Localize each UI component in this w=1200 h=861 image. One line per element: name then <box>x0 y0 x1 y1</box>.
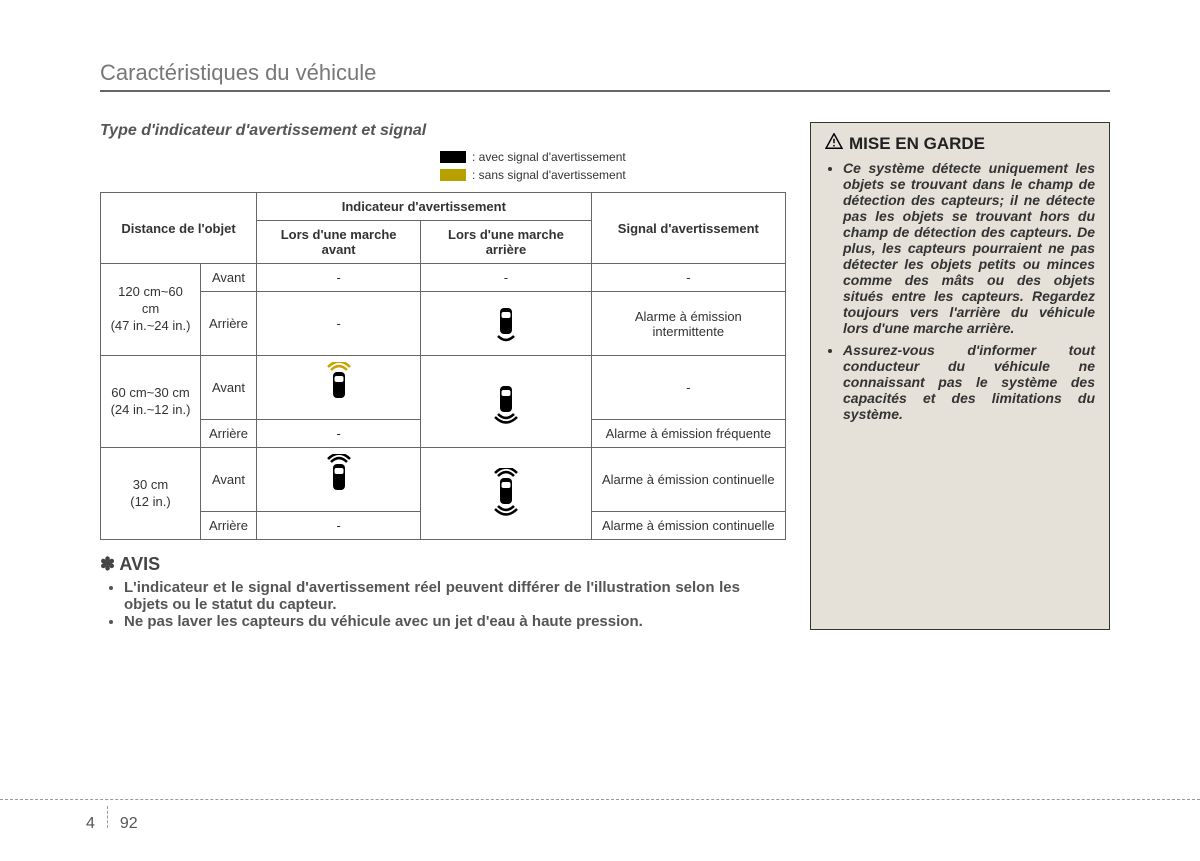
cell-rear-rev <box>421 292 591 356</box>
table-body: 120 cm~60 cm(47 in.~24 in.)Avant---Arriè… <box>101 264 786 540</box>
cell-rear-sig: Alarme à émission continuelle <box>591 512 785 540</box>
page-footer: 4 92 <box>0 799 1200 833</box>
cell-rear-fwd: - <box>257 512 421 540</box>
cell-rear-sig: Alarme à émission fréquente <box>591 420 785 448</box>
warning-table: Distance de l'objet Indicateur d'avertis… <box>100 192 786 540</box>
cell-front-fwd <box>257 448 421 512</box>
avis-item: L'indicateur et le signal d'avertissemen… <box>124 579 740 613</box>
distance-cell: 120 cm~60 cm(47 in.~24 in.) <box>101 264 201 356</box>
th-forward: Lors d'une marche avant <box>257 221 421 264</box>
legend-item-without: : sans signal d'avertissement <box>440 168 786 182</box>
warning-title-text: MISE EN GARDE <box>849 134 985 154</box>
swatch-black <box>440 151 466 163</box>
sub-header: Type d'indicateur d'avertissement et sig… <box>100 122 786 140</box>
warning-icon <box>825 133 843 154</box>
position-rear: Arrière <box>200 292 256 356</box>
cell-rear-sig: Alarme à émission intermittente <box>591 292 785 356</box>
warning-item: Ce système détecte uniquement les objets… <box>843 160 1095 336</box>
cell-front-fwd: - <box>257 264 421 292</box>
legend: : avec signal d'avertissement : sans sig… <box>440 150 786 182</box>
cell-rear-fwd: - <box>257 292 421 356</box>
position-front: Avant <box>200 264 256 292</box>
position-rear: Arrière <box>200 512 256 540</box>
th-reverse: Lors d'une marche arrière <box>421 221 591 264</box>
avis-block: ✽ AVIS L'indicateur et le signal d'avert… <box>100 554 740 630</box>
legend-item-with: : avec signal d'avertissement <box>440 150 786 164</box>
distance-cell: 30 cm(12 in.) <box>101 448 201 540</box>
position-rear: Arrière <box>200 420 256 448</box>
section-title: Caractéristiques du véhicule <box>100 60 1110 92</box>
warning-list: Ce système détecte uniquement les objets… <box>825 160 1095 422</box>
cell-front-rev <box>421 448 591 540</box>
page-number: 4 92 <box>86 806 1200 833</box>
legend-label-without: : sans signal d'avertissement <box>472 168 626 182</box>
th-distance: Distance de l'objet <box>101 193 257 264</box>
position-front: Avant <box>200 448 256 512</box>
legend-label-with: : avec signal d'avertissement <box>472 150 626 164</box>
cell-front-sig: - <box>591 356 785 420</box>
cell-front-sig: Alarme à émission continuelle <box>591 448 785 512</box>
warning-box: MISE EN GARDE Ce système détecte uniquem… <box>810 122 1110 630</box>
page-number-value: 92 <box>120 815 138 833</box>
position-front: Avant <box>200 356 256 420</box>
cell-rear-fwd: - <box>257 420 421 448</box>
cell-front-fwd <box>257 356 421 420</box>
distance-cell: 60 cm~30 cm(24 in.~12 in.) <box>101 356 201 448</box>
swatch-yellow <box>440 169 466 181</box>
warning-item: Assurez-vous d'informer tout conducteur … <box>843 342 1095 422</box>
avis-item: Ne pas laver les capteurs du véhicule av… <box>124 613 740 630</box>
page-separator <box>107 806 108 828</box>
cell-front-rev: - <box>421 264 591 292</box>
th-signal: Signal d'avertissement <box>591 193 785 264</box>
cell-front-rev <box>421 356 591 448</box>
avis-title: ✽ AVIS <box>100 554 740 575</box>
avis-list: L'indicateur et le signal d'avertissemen… <box>100 579 740 630</box>
th-indicator: Indicateur d'avertissement <box>257 193 592 221</box>
cell-front-sig: - <box>591 264 785 292</box>
warning-title: MISE EN GARDE <box>825 133 1095 154</box>
chapter-number: 4 <box>86 815 95 833</box>
